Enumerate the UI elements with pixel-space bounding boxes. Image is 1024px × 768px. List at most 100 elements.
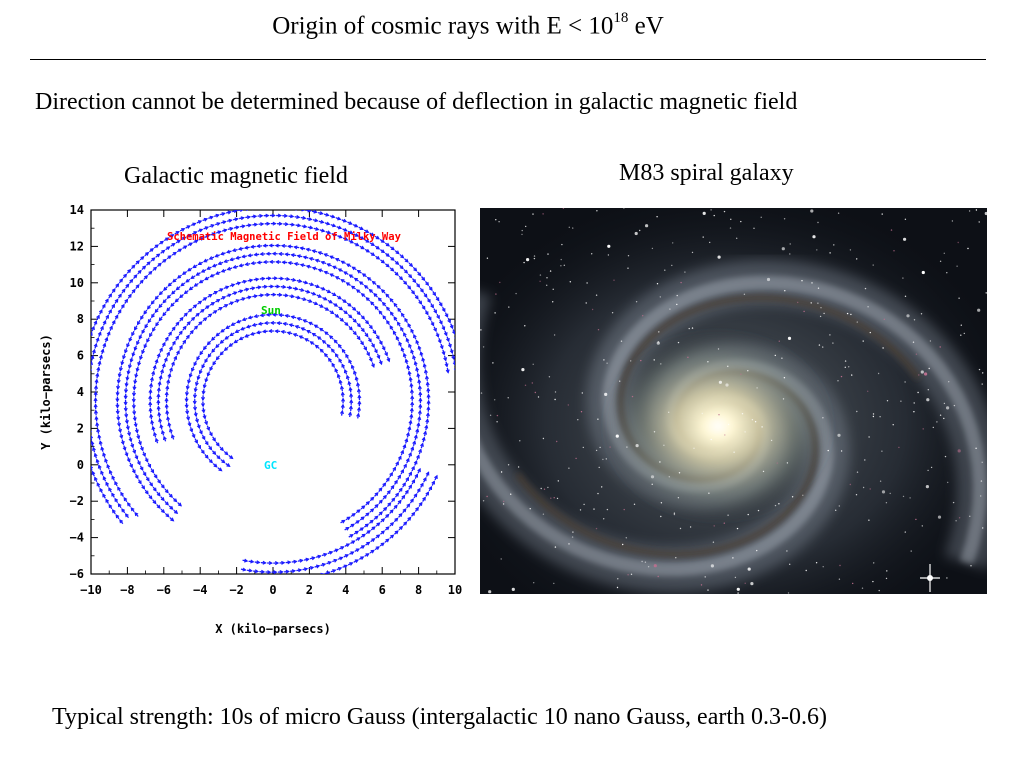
field-vector xyxy=(170,302,175,308)
star xyxy=(736,237,738,239)
field-vector xyxy=(224,335,230,340)
field-vector xyxy=(358,556,365,560)
field-vector xyxy=(352,223,359,228)
field-vector xyxy=(337,343,342,349)
star xyxy=(730,218,732,220)
star xyxy=(877,372,880,375)
star xyxy=(912,341,915,343)
field-vector xyxy=(99,487,104,494)
star xyxy=(900,400,902,402)
star xyxy=(960,334,962,336)
field-vector xyxy=(337,556,344,561)
star xyxy=(495,219,497,221)
field-vector xyxy=(290,253,297,258)
star xyxy=(952,501,955,504)
field-vector xyxy=(356,310,361,316)
field-vector xyxy=(115,402,120,409)
field-vector xyxy=(108,469,113,476)
field-vector xyxy=(364,512,370,517)
field-vector xyxy=(203,276,210,281)
field-vector xyxy=(240,297,246,302)
star xyxy=(718,380,722,384)
field-vector xyxy=(131,288,136,294)
field-vector xyxy=(364,523,370,528)
star xyxy=(978,221,980,223)
star xyxy=(615,434,619,438)
star xyxy=(713,214,715,217)
field-vector xyxy=(249,244,256,249)
field-vector xyxy=(242,558,249,563)
field-vector xyxy=(318,327,325,332)
field-vector xyxy=(452,329,455,335)
star xyxy=(603,518,605,520)
field-vector xyxy=(102,475,107,482)
field-vector xyxy=(409,382,414,389)
field-vector xyxy=(136,433,141,440)
field-vector xyxy=(343,368,348,375)
field-vector xyxy=(253,314,260,319)
field-vector xyxy=(326,343,332,349)
field-vector xyxy=(95,336,100,343)
field-vector xyxy=(196,355,201,361)
field-vector xyxy=(405,476,410,483)
field-vector xyxy=(91,348,96,355)
field-vector xyxy=(277,570,284,574)
field-vector xyxy=(177,502,182,507)
field-vector xyxy=(245,324,252,329)
field-vector xyxy=(414,506,419,512)
star xyxy=(659,296,661,298)
x-tick-label: 4 xyxy=(342,583,349,597)
star xyxy=(747,513,749,516)
field-vector xyxy=(102,452,107,458)
field-vector xyxy=(134,473,139,480)
star xyxy=(660,502,663,504)
field-vector xyxy=(345,263,352,268)
star xyxy=(902,495,905,498)
field-vector xyxy=(350,540,356,545)
star xyxy=(756,549,758,552)
field-vector xyxy=(202,413,207,420)
field-vector xyxy=(263,321,270,326)
star xyxy=(539,274,542,276)
field-vector xyxy=(139,445,144,452)
star xyxy=(713,525,715,527)
star xyxy=(886,570,888,572)
star xyxy=(789,563,791,565)
field-vector xyxy=(106,330,111,337)
field-vector xyxy=(247,253,254,258)
field-vector xyxy=(124,298,129,304)
field-vector xyxy=(301,224,308,229)
field-vector xyxy=(380,249,386,254)
field-vector xyxy=(151,370,156,377)
field-vector xyxy=(183,312,188,318)
star xyxy=(766,277,771,282)
field-vector xyxy=(360,340,364,346)
field-vector xyxy=(399,254,405,259)
star xyxy=(789,253,791,255)
star xyxy=(881,213,883,215)
field-vector xyxy=(368,356,373,363)
field-vector xyxy=(214,213,220,218)
field-vector xyxy=(340,385,344,392)
star xyxy=(585,302,587,304)
star xyxy=(856,471,859,473)
field-vector xyxy=(179,344,183,351)
field-vector xyxy=(86,405,89,410)
y-tick-label: 8 xyxy=(77,312,84,326)
field-vector xyxy=(86,399,89,404)
field-vector xyxy=(395,335,400,342)
field-vector xyxy=(252,579,257,582)
field-vector xyxy=(238,210,244,213)
field-vector xyxy=(296,317,303,321)
field-vector xyxy=(202,345,208,351)
field-vector xyxy=(139,255,145,261)
star xyxy=(606,362,608,364)
field-vector xyxy=(311,332,317,337)
field-vector xyxy=(359,235,365,240)
field-vector xyxy=(438,301,443,307)
star xyxy=(604,392,608,396)
field-vector xyxy=(204,357,209,364)
field-vector xyxy=(115,396,120,403)
field-vector xyxy=(215,332,221,337)
field-vector xyxy=(190,366,195,373)
